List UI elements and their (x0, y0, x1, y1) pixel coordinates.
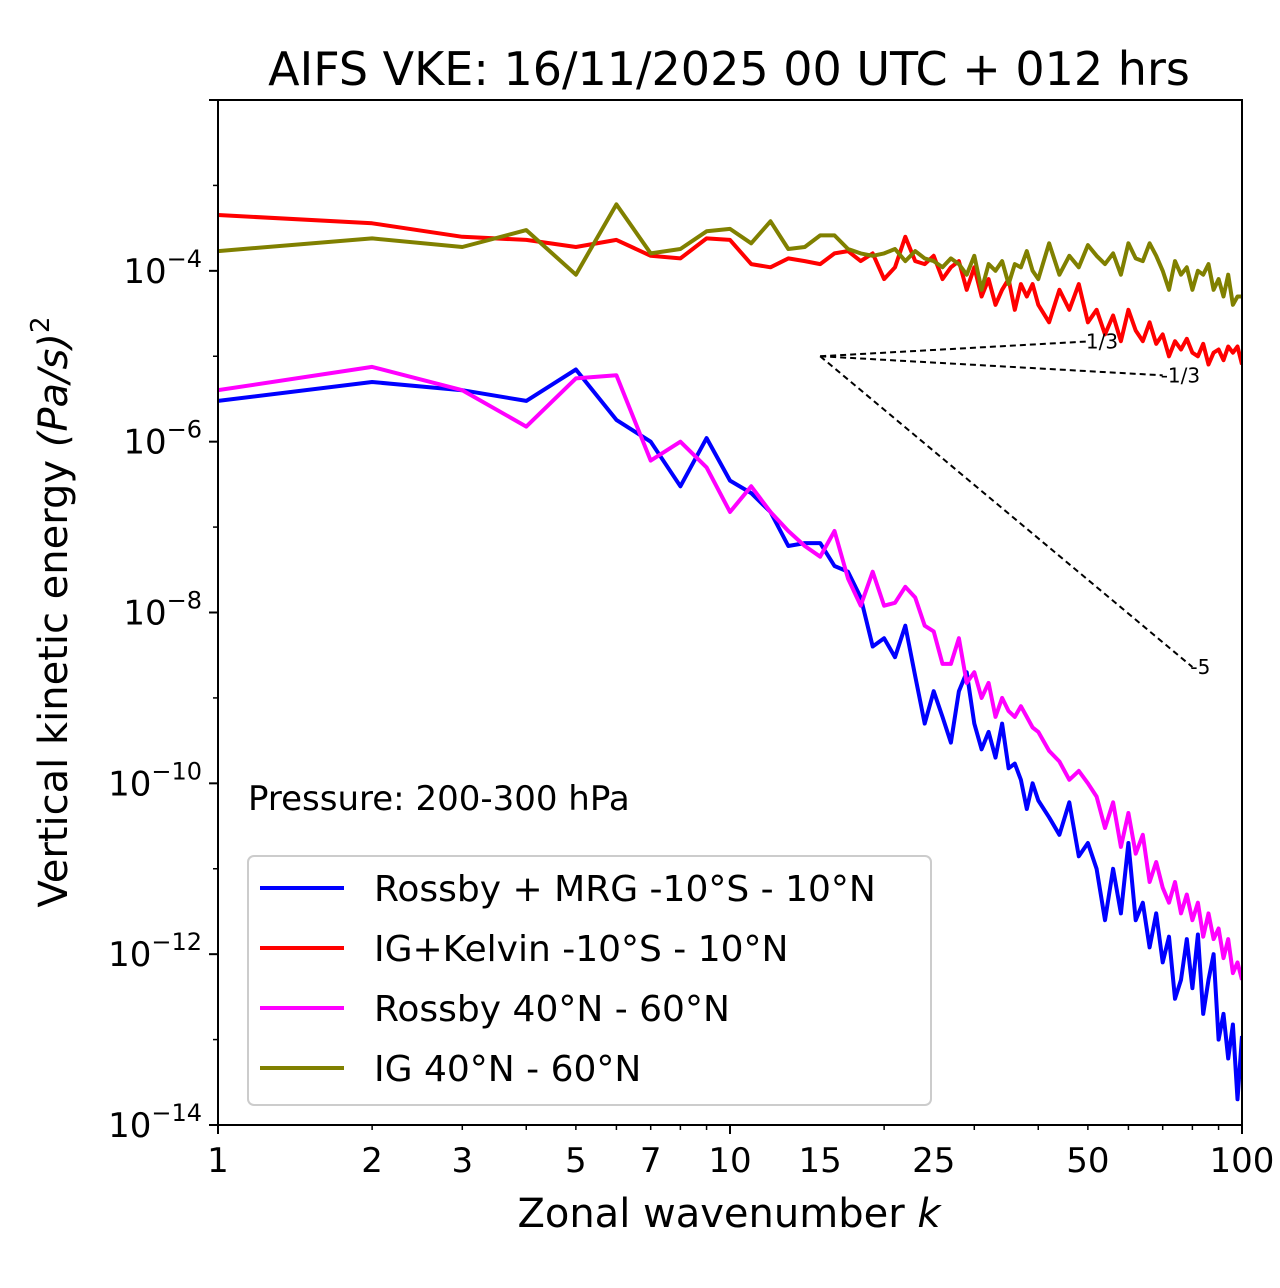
x-tick-label-8: 50 (1066, 1141, 1109, 1181)
legend: Rossby + MRG -10°S - 10°N IG+Kelvin -10°S… (247, 855, 932, 1106)
x-tick-label-6: 15 (799, 1141, 842, 1181)
x-axis-label-var: k (917, 1191, 942, 1237)
y-tick-label-5: 10−14 (108, 1099, 202, 1146)
x-tick-label-5: 10 (708, 1141, 751, 1181)
x-tick-label-1: 2 (361, 1141, 383, 1181)
series-line-0 (218, 367, 1242, 1102)
reference-slope-label-0: 1/3 (1086, 329, 1118, 353)
x-tick-label-9: 100 (1210, 1141, 1275, 1181)
chart-title: AIFS VKE: 16/11/2025 00 UTC + 012 hrs (268, 42, 1190, 96)
legend-label-0: Rossby + MRG -10°S - 10°N (374, 869, 876, 910)
series-layer (218, 202, 1242, 1102)
reference-slope-line-1 (820, 355, 1163, 377)
legend-label-1: IG+Kelvin -10°S - 10°N (374, 929, 788, 970)
legend-label-2: Rossby 40°N - 60°N (374, 989, 730, 1030)
pressure-annotation: Pressure: 200-300 hPa (248, 779, 630, 819)
y-axis-label: Vertical kinetic energy (Pa/s)2 (26, 317, 77, 908)
series-line-2 (218, 364, 1242, 981)
y-tick-label-4: 10−12 (108, 928, 202, 975)
y-axis-label-main: Vertical kinetic energy (31, 447, 77, 907)
y-axis-label-exp: 2 (26, 317, 56, 334)
y-axis-ticks: 10−4 10−6 10−8 10−10 10−12 10−14 (108, 99, 218, 1146)
reference-slope-line-2 (819, 355, 1194, 668)
series-line-3 (218, 202, 1242, 307)
x-tick-label-2: 3 (451, 1141, 473, 1181)
x-tick-label-3: 5 (565, 1141, 587, 1181)
x-tick-label-7: 25 (912, 1141, 955, 1181)
series-line-1 (218, 213, 1242, 367)
legend-label-3: IG 40°N - 60°N (374, 1049, 641, 1090)
y-tick-label-2: 10−8 (123, 587, 202, 634)
x-tick-label-0: 1 (207, 1141, 229, 1181)
reference-slope-label-2: -5 (1190, 655, 1210, 679)
y-axis-label-unit: (Pa/s) (31, 333, 77, 447)
y-tick-label-0: 10−4 (123, 245, 202, 292)
reference-slope-line-0 (820, 340, 1088, 358)
y-tick-label-3: 10−10 (108, 757, 202, 804)
legend-box (247, 855, 932, 1106)
reference-slope-label-1: -1/3 (1161, 363, 1200, 387)
x-tick-label-4: 7 (640, 1141, 662, 1181)
y-tick-label-1: 10−6 (123, 416, 202, 463)
x-axis-label-main: Zonal wavenumber (517, 1191, 917, 1237)
x-axis-label: Zonal wavenumber k (517, 1191, 942, 1237)
x-axis-ticks: 1 2 3 5 7 10 15 25 50 100 (207, 1125, 1274, 1181)
reference-slope-layer: 1/3 -1/3 -5 (819, 329, 1210, 679)
